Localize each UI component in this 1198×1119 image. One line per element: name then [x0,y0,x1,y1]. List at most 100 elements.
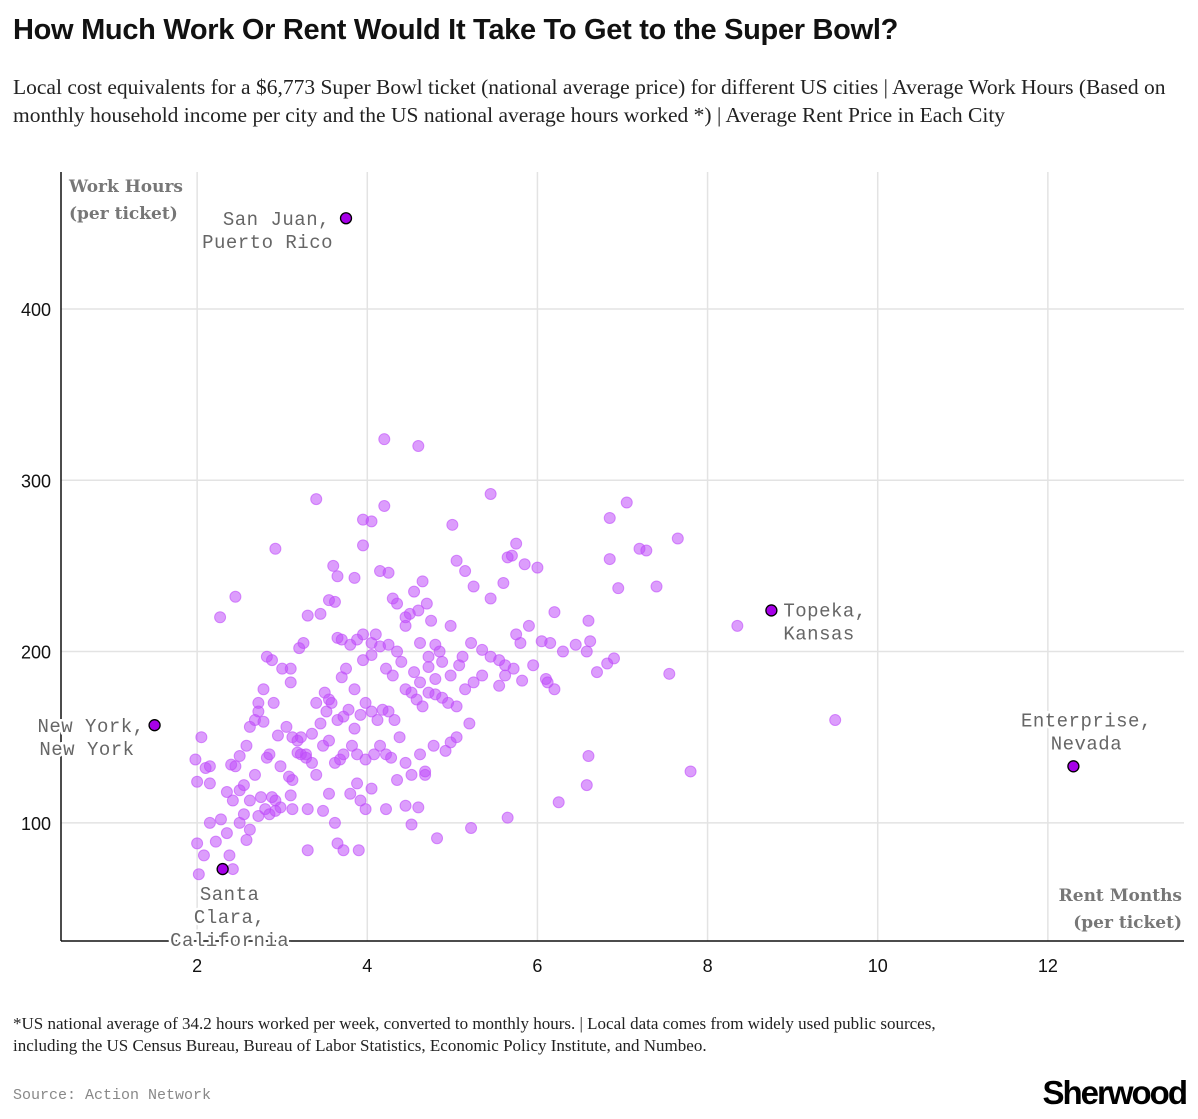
data-point [226,794,239,807]
data-point [429,672,442,685]
data-point [243,794,256,807]
data-point [352,844,365,857]
data-point [444,669,457,682]
data-point [467,676,480,689]
data-point [371,714,384,727]
data-point [305,727,318,740]
data-point [493,679,506,692]
annotation-halo: Clara, [194,907,265,929]
data-point [541,676,554,689]
data-point [497,577,510,590]
data-point [414,636,427,649]
data-point [484,592,497,605]
data-point [203,816,216,829]
data-point [226,863,239,876]
data-point [544,636,557,649]
data-point [640,544,653,557]
data-point [310,493,323,506]
data-point [388,714,401,727]
data-point [603,553,616,566]
data-point [195,731,208,744]
data-point [269,542,282,555]
data-point [310,768,323,781]
data-point [257,683,270,696]
city-annotation: Clara, [194,907,265,929]
data-point [499,669,512,682]
data-point [731,619,744,632]
data-point [365,648,378,661]
data-point [829,714,842,727]
x-tick-label: 8 [703,956,713,976]
source-note: Source: Action Network [13,1087,212,1104]
data-point [351,777,364,790]
data-point [531,561,544,574]
data-point [220,827,233,840]
city-annotation: Santa [200,884,260,906]
data-point [237,779,250,792]
annotation-halo: Puerto Rico [202,232,333,254]
data-point [229,590,242,603]
annotation-halo: Kansas [783,623,854,645]
data-point [505,549,518,562]
data-point [243,823,256,836]
x-tick-label: 12 [1038,956,1058,976]
data-point [501,811,514,824]
data-point [348,683,361,696]
data-point [663,667,676,680]
data-point [348,722,361,735]
data-point [240,833,253,846]
data-point [327,559,340,572]
data-point [359,803,372,816]
y-tick-label: 100 [21,814,51,834]
x-tick-label: 10 [868,956,888,976]
data-point [214,813,227,826]
data-point [446,518,459,531]
x-tick-label: 4 [362,956,372,976]
y-axis-title: Work Hours [68,177,183,197]
data-point [582,750,595,763]
data-point [365,515,378,528]
annotation-halo: Topeka, [783,600,866,622]
data-point [284,789,297,802]
data-point [240,739,253,752]
data-point [220,785,233,798]
data-point [459,683,472,696]
data-point [399,756,412,769]
x-tick-label: 2 [192,956,202,976]
city-annotation: Topeka, [783,600,866,622]
data-point [291,734,304,747]
data-point [337,748,350,761]
data-point [274,760,287,773]
data-point [620,496,633,509]
data-point [399,619,412,632]
data-point [450,731,463,744]
data-point [382,566,395,579]
annotation-halo: Santa [200,884,260,906]
data-point [301,609,314,622]
data-point [260,751,273,764]
data-point [419,765,432,778]
annotation-halo: Nevada [1051,733,1122,755]
data-point [399,799,412,812]
data-point [284,676,297,689]
city-annotation: Nevada [1051,733,1122,755]
data-point [412,440,425,453]
data-point [348,571,361,584]
data-point [465,636,478,649]
data-point [369,628,382,641]
data-point [607,652,620,665]
x-tick-label: 6 [532,956,542,976]
data-point [393,731,406,744]
data-point [365,782,378,795]
axes: 2 4 6 8 10 12 100 200 300 400 [21,172,1184,976]
data-point [391,597,404,610]
data-point [548,606,561,619]
data-point [405,768,418,781]
data-point [425,614,438,627]
data-point [556,645,569,658]
data-point [301,803,314,816]
data-point [386,669,399,682]
data-point [414,676,427,689]
data-point [267,696,280,709]
